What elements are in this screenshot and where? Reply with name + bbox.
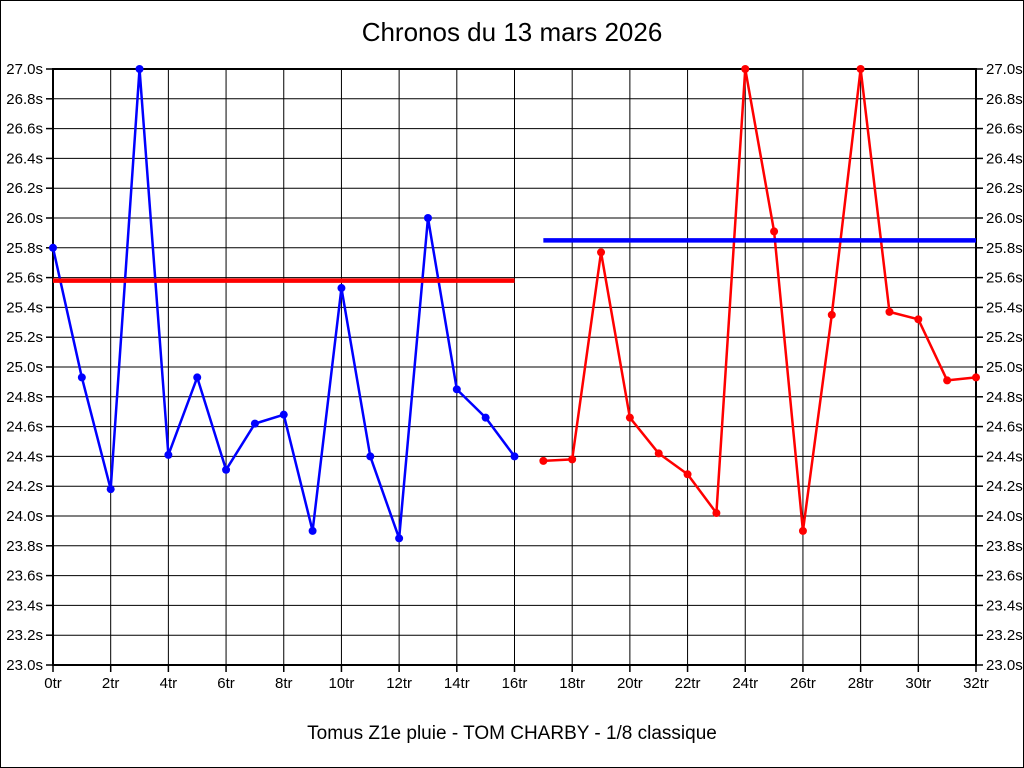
y-axis-label-right: 23.4s: [986, 597, 1023, 614]
x-axis-label: 30tr: [905, 675, 931, 692]
data-point-chronos-rouges: [914, 315, 923, 324]
y-axis-label-right: 23.2s: [986, 627, 1023, 644]
data-point-chronos-rouges: [770, 227, 779, 236]
y-axis-label-right: 26.0s: [986, 210, 1023, 227]
y-axis-label-right: 25.4s: [986, 299, 1023, 316]
data-point-chronos-rouges: [712, 509, 721, 518]
data-point-chronos-bleus: [308, 526, 317, 535]
x-axis-label: 28tr: [848, 675, 874, 692]
data-point-chronos-rouges: [856, 65, 865, 73]
x-axis-label: 10tr: [329, 675, 355, 692]
x-axis-label: 14tr: [444, 675, 470, 692]
y-axis-label-right: 25.6s: [986, 270, 1023, 287]
data-point-chronos-rouges: [597, 248, 606, 257]
x-axis-label: 4tr: [160, 675, 178, 692]
x-axis-label: 12tr: [386, 675, 412, 692]
y-axis-label-left: 23.8s: [6, 538, 43, 555]
y-axis-label-left: 26.4s: [6, 150, 43, 167]
y-axis-label-right: 23.0s: [986, 657, 1023, 674]
y-axis-label-right: 26.2s: [986, 180, 1023, 197]
data-point-chronos-rouges: [683, 470, 692, 479]
y-axis-label-left: 24.8s: [6, 389, 43, 406]
data-point-chronos-rouges: [568, 455, 577, 464]
y-axis-label-left: 23.6s: [6, 568, 43, 585]
x-axis-label: 32tr: [963, 675, 989, 692]
data-point-chronos-bleus: [222, 465, 231, 474]
data-point-chronos-bleus: [481, 413, 490, 422]
data-point-chronos-rouges: [943, 376, 952, 385]
data-point-chronos-rouges: [539, 456, 548, 465]
data-point-chronos-rouges: [798, 526, 807, 535]
y-axis-label-left: 25.4s: [6, 299, 43, 316]
y-axis-label-left: 26.2s: [6, 180, 43, 197]
y-axis-label-left: 25.6s: [6, 270, 43, 287]
x-axis-label: 6tr: [217, 675, 235, 692]
data-point-chronos-bleus: [77, 373, 86, 382]
x-axis-label: 16tr: [502, 675, 528, 692]
data-point-chronos-bleus: [193, 373, 202, 382]
chart-title: Chronos du 13 mars 2026: [361, 17, 663, 47]
y-axis-label-right: 24.0s: [986, 508, 1023, 525]
y-axis-label-left: 25.0s: [6, 359, 43, 376]
y-axis-label-right: 23.6s: [986, 568, 1023, 585]
y-axis-label-right: 24.8s: [986, 389, 1023, 406]
y-axis-label-left: 25.2s: [6, 329, 43, 346]
y-axis-label-right: 25.2s: [986, 329, 1023, 346]
series-line-chronos-rouges: [543, 67, 977, 533]
data-point-chronos-rouges: [885, 307, 894, 316]
y-axis-label-left: 24.4s: [6, 448, 43, 465]
data-point-chronos-bleus: [395, 534, 404, 543]
y-axis-label-right: 25.0s: [986, 359, 1023, 376]
y-axis-label-left: 26.0s: [6, 210, 43, 227]
data-point-chronos-bleus: [49, 243, 57, 252]
data-point-chronos-bleus: [452, 385, 461, 394]
data-point-chronos-rouges: [654, 449, 663, 458]
y-axis-label-right: 26.8s: [986, 91, 1023, 108]
y-axis-label-right: 24.4s: [986, 448, 1023, 465]
x-axis-label: 24tr: [732, 675, 758, 692]
x-axis-label: 26tr: [790, 675, 816, 692]
y-axis-label-left: 23.0s: [6, 657, 43, 674]
x-axis-label: 8tr: [275, 675, 293, 692]
y-axis-label-left: 24.0s: [6, 508, 43, 525]
y-axis-label-right: 24.2s: [986, 478, 1023, 495]
y-axis-label-right: 27.0s: [986, 61, 1023, 78]
y-axis-label-left: 25.8s: [6, 240, 43, 257]
x-axis-label: 22tr: [675, 675, 701, 692]
y-axis-label-left: 24.2s: [6, 478, 43, 495]
data-point-chronos-bleus: [164, 450, 173, 459]
data-point-chronos-bleus: [337, 284, 346, 293]
data-point-chronos-rouges: [625, 413, 634, 422]
x-axis-label: 18tr: [559, 675, 585, 692]
y-axis-label-left: 24.6s: [6, 419, 43, 436]
chart-subtitle: Tomus Z1e pluie - TOM CHARBY - 1/8 class…: [307, 723, 717, 744]
plot-border: [52, 68, 977, 666]
data-point-chronos-bleus: [366, 452, 375, 461]
x-axis-label: 2tr: [102, 675, 120, 692]
y-axis-label-right: 23.8s: [986, 538, 1023, 555]
y-axis-label-right: 26.6s: [986, 121, 1023, 138]
data-point-chronos-rouges: [741, 65, 750, 73]
y-axis-label-left: 26.6s: [6, 121, 43, 138]
y-axis-label-left: 27.0s: [6, 61, 43, 78]
y-axis-label-left: 23.2s: [6, 627, 43, 644]
data-point-chronos-rouges: [972, 373, 980, 382]
data-point-chronos-bleus: [106, 485, 115, 494]
y-axis-label-left: 23.4s: [6, 597, 43, 614]
y-axis-label-left: 26.8s: [6, 91, 43, 108]
y-axis-label-right: 25.8s: [986, 240, 1023, 257]
x-axis-label: 20tr: [617, 675, 643, 692]
y-axis-label-right: 24.6s: [986, 419, 1023, 436]
x-axis-label: 0tr: [44, 675, 62, 692]
data-point-chronos-bleus: [510, 452, 519, 461]
data-point-chronos-rouges: [827, 310, 836, 319]
data-point-chronos-bleus: [135, 65, 144, 73]
data-point-chronos-bleus: [279, 410, 288, 419]
data-point-chronos-bleus: [423, 214, 432, 222]
y-axis-label-right: 26.4s: [986, 150, 1023, 167]
data-point-chronos-bleus: [250, 419, 259, 428]
